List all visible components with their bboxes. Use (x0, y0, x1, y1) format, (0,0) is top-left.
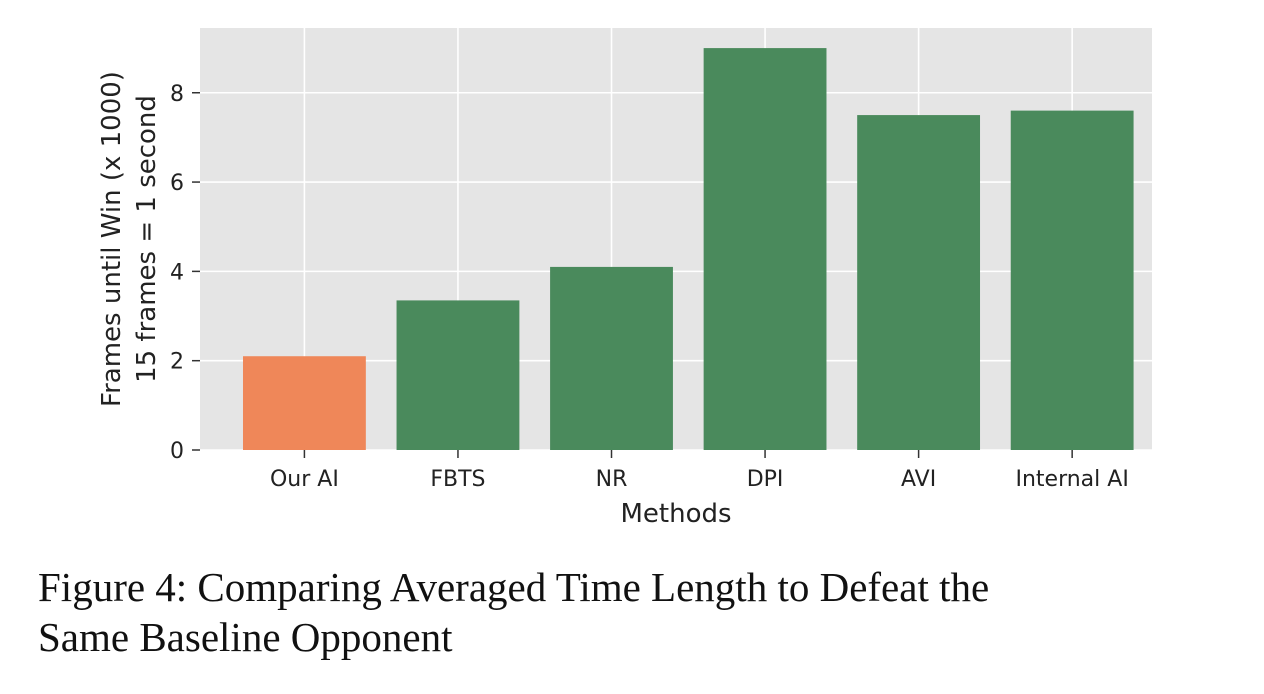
y-tick-label: 0 (170, 439, 184, 464)
caption-line-2: Same Baseline Opponent (38, 614, 453, 660)
x-tick-label: Our AI (270, 467, 339, 492)
bar-nr (550, 266, 673, 450)
bar-chart: 0 2 4 6 8 Our AI FBTS NR DPI AVI Internal AI Meth… (97, 28, 1152, 529)
x-axis-ticks: Our AI FBTS NR DPI AVI Internal AI (270, 450, 1129, 492)
x-tick-label: NR (596, 467, 628, 492)
x-tick-label: AVI (901, 467, 936, 492)
x-axis-title: Methods (620, 499, 731, 529)
figure-caption: Figure 4: Comparing Averaged Time Length… (38, 562, 1238, 662)
y-tick-label: 2 (170, 350, 184, 375)
y-axis-title-line2: 15 frames = 1 second (132, 95, 162, 383)
x-tick-label: DPI (747, 467, 784, 492)
y-tick-label: 4 (170, 260, 184, 285)
bar-our-ai (242, 356, 366, 450)
y-tick-label: 6 (170, 171, 184, 196)
bar-fbts (396, 300, 520, 450)
y-axis-ticks: 0 2 4 6 8 (170, 82, 200, 464)
x-tick-label: Internal AI (1015, 467, 1128, 492)
y-axis-title-line1: Frames until Win (x 1000) (97, 71, 127, 407)
caption-line-1: Figure 4: Comparing Averaged Time Length… (38, 564, 990, 610)
bar-avi (857, 115, 981, 450)
bars (242, 48, 1134, 450)
bar-internal-ai (1010, 110, 1134, 450)
bar-dpi (703, 48, 827, 450)
x-tick-label: FBTS (430, 467, 485, 492)
y-tick-label: 8 (170, 82, 184, 107)
